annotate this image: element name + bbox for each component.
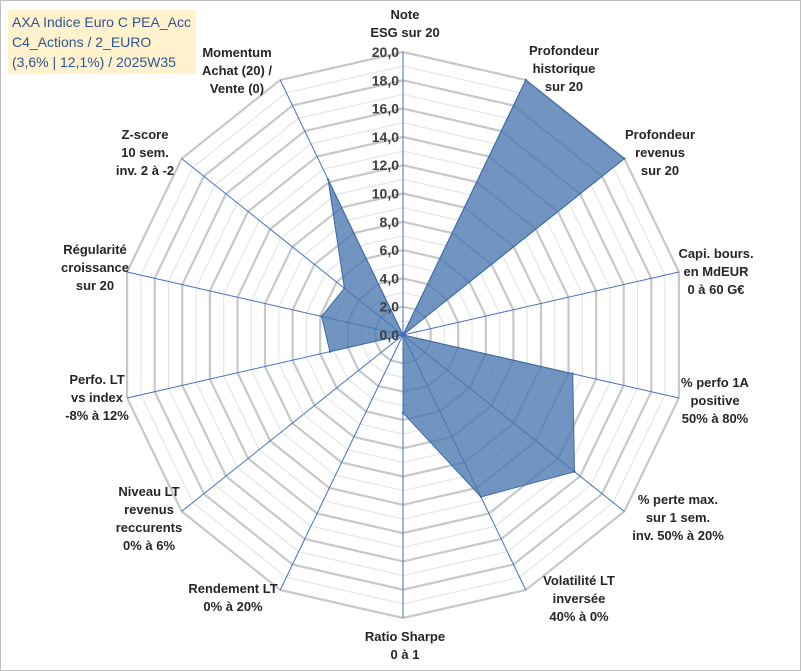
data-point-5 bbox=[571, 372, 574, 375]
category-label-13-line-2: 10 sem. bbox=[121, 145, 169, 160]
tick-label-2: 4,0 bbox=[380, 270, 400, 286]
category-label-9: Rendement LT 0% à 20% bbox=[188, 581, 277, 614]
chart-title: AXA Indice Euro C PEA_Acc C4_Actions / 2… bbox=[8, 10, 196, 74]
tick-layer: 0,0 2,0 4,0 6,0 8,0 10,0 12,0 14,0 16,0 18,0 20,0 bbox=[372, 44, 399, 343]
category-label-3-line-2: revenus bbox=[635, 145, 685, 160]
tick-label-10: 20,0 bbox=[372, 44, 399, 60]
data-point-6 bbox=[573, 470, 576, 473]
data-point-10 bbox=[401, 333, 405, 337]
category-label-5: % perfo 1A positive 50% à 80% bbox=[681, 375, 750, 426]
tick-label-4: 8,0 bbox=[380, 214, 400, 230]
category-label-14-line-2: Achat (20) / bbox=[202, 63, 272, 78]
category-label-1-line-1: Note bbox=[391, 7, 420, 22]
category-label-13-line-1: Z-score bbox=[122, 127, 169, 142]
category-label-8-line-1: Ratio Sharpe bbox=[365, 629, 445, 644]
tick-label-1: 2,0 bbox=[380, 299, 400, 315]
category-label-6-line-2: sur 1 sem. bbox=[646, 510, 710, 525]
category-label-7-line-2: inversée bbox=[553, 591, 606, 606]
category-label-10-line-3: reccurents bbox=[116, 520, 182, 535]
tick-label-3: 6,0 bbox=[380, 242, 400, 258]
data-point-7 bbox=[479, 495, 483, 499]
category-label-6: % perte max. sur 1 sem. inv. 50% à 20% bbox=[632, 492, 724, 543]
spoke-10 bbox=[181, 334, 404, 512]
tick-label-5: 10,0 bbox=[372, 186, 399, 202]
category-label-10-line-4: 0% à 6% bbox=[123, 538, 175, 553]
tick-label-9: 18,0 bbox=[372, 72, 399, 88]
category-label-2-line-3: sur 20 bbox=[545, 79, 583, 94]
category-label-13: Z-score 10 sem. inv. 2 à -2 bbox=[116, 127, 174, 178]
category-label-14-line-1: Momentum bbox=[202, 45, 271, 60]
data-point-12 bbox=[320, 315, 323, 318]
category-label-4: Capi. bours. en MdEUR 0 à 60 G€ bbox=[678, 246, 753, 297]
category-label-3: Profondeur revenus sur 20 bbox=[625, 127, 695, 178]
category-label-5-line-1: % perfo 1A bbox=[681, 375, 750, 390]
category-label-10-line-2: revenus bbox=[124, 502, 174, 517]
category-label-14-line-3: Vente (0) bbox=[210, 81, 264, 96]
category-label-3-line-1: Profondeur bbox=[625, 127, 695, 142]
category-label-7-line-3: 40% à 0% bbox=[549, 609, 609, 624]
category-label-1: Note ESG sur 20 bbox=[370, 7, 439, 40]
category-label-4-line-2: en MdEUR bbox=[684, 264, 750, 279]
category-label-11: Perfo. LT vs index -8% à 12% bbox=[65, 372, 129, 423]
data-series-area bbox=[321, 79, 626, 498]
series-layer bbox=[320, 78, 626, 499]
category-label-14: Momentum Achat (20) / Vente (0) bbox=[202, 45, 272, 96]
label-layer: Note ESG sur 20 Profondeur historique sur 20… bbox=[61, 7, 754, 662]
data-point-13 bbox=[343, 287, 346, 290]
category-label-9-line-2: 0% à 20% bbox=[203, 599, 263, 614]
title-line-1: AXA Indice Euro C PEA_Acc bbox=[12, 14, 191, 30]
category-label-4-line-3: 0 à 60 G€ bbox=[687, 282, 744, 297]
category-label-1-line-2: ESG sur 20 bbox=[370, 25, 439, 40]
data-point-14 bbox=[326, 178, 330, 181]
data-point-8 bbox=[401, 411, 405, 414]
category-label-9-line-1: Rendement LT bbox=[188, 581, 277, 596]
category-label-6-line-3: inv. 50% à 20% bbox=[632, 528, 724, 543]
category-label-11-line-1: Perfo. LT bbox=[69, 372, 124, 387]
category-label-11-line-2: vs index bbox=[71, 390, 124, 405]
category-label-7: Volatilité LT inversée 40% à 0% bbox=[543, 573, 615, 624]
category-label-8-line-2: 0 à 1 bbox=[391, 647, 420, 662]
category-label-6-line-1: % perte max. bbox=[638, 492, 718, 507]
tick-label-7: 14,0 bbox=[372, 129, 399, 145]
title-line-2: C4_Actions / 2_EURO bbox=[12, 34, 152, 50]
category-label-10: Niveau LT revenus reccurents 0% à 6% bbox=[116, 484, 182, 553]
category-label-2-line-1: Profondeur bbox=[529, 43, 599, 58]
category-label-3-line-3: sur 20 bbox=[641, 163, 679, 178]
category-label-12-line-2: croissance bbox=[61, 260, 129, 275]
category-label-5-line-3: 50% à 80% bbox=[682, 411, 749, 426]
category-label-4-line-1: Capi. bours. bbox=[678, 246, 753, 261]
data-point-11 bbox=[328, 350, 332, 353]
data-point-3 bbox=[623, 157, 626, 160]
category-label-11-line-3: -8% à 12% bbox=[65, 408, 129, 423]
tick-label-6: 12,0 bbox=[372, 157, 399, 173]
spoke-4 bbox=[402, 271, 680, 336]
category-label-10-line-1: Niveau LT bbox=[118, 484, 179, 499]
category-label-5-line-2: positive bbox=[690, 393, 739, 408]
category-label-12-line-1: Régularité bbox=[63, 242, 127, 257]
category-label-12: Régularité croissance sur 20 bbox=[61, 242, 129, 293]
category-label-12-line-3: sur 20 bbox=[76, 278, 114, 293]
spoke-9 bbox=[279, 334, 404, 591]
category-label-8: Ratio Sharpe 0 à 1 bbox=[365, 629, 445, 662]
category-label-13-line-3: inv. 2 à -2 bbox=[116, 163, 174, 178]
title-line-3: (3,6% | 12,1%) / 2025W35 bbox=[12, 54, 176, 70]
tick-label-8: 16,0 bbox=[372, 101, 399, 117]
category-label-2: Profondeur historique sur 20 bbox=[529, 43, 599, 94]
tick-label-0: 0,0 bbox=[380, 327, 400, 343]
category-label-2-line-2: historique bbox=[533, 61, 596, 76]
category-label-7-line-1: Volatilité LT bbox=[543, 573, 615, 588]
data-point-2 bbox=[524, 78, 527, 82]
